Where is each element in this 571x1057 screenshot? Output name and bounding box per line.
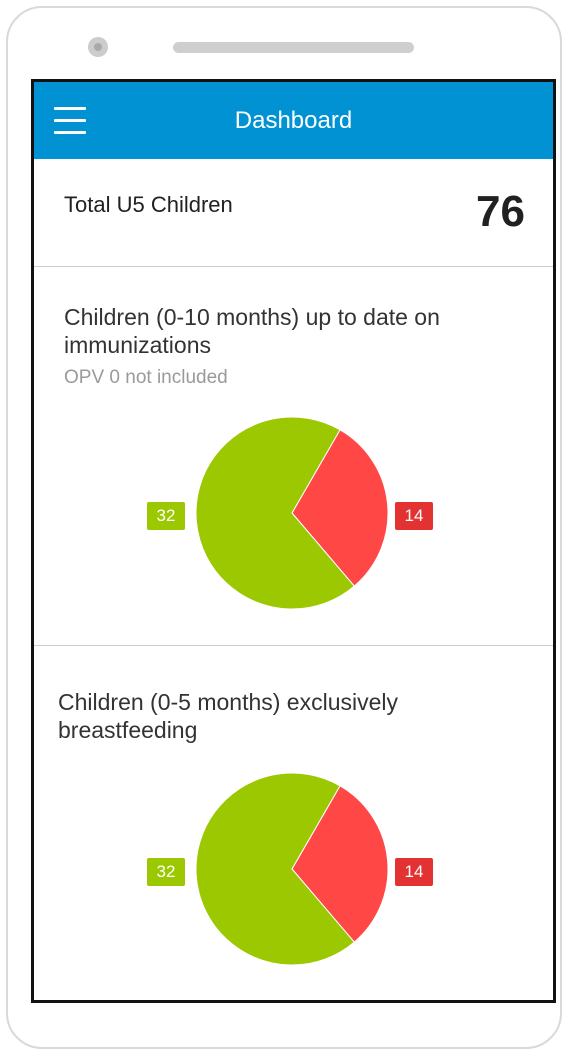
- speaker-grille: [173, 42, 414, 53]
- screen: Dashboard Total U5 Children 76 Children …: [31, 79, 556, 1003]
- phone-frame: Dashboard Total U5 Children 76 Children …: [6, 6, 562, 1049]
- total-children-card[interactable]: Total U5 Children 76: [34, 159, 553, 267]
- app-bar: Dashboard: [34, 82, 553, 159]
- breastfeeding-not-exclusive-count-badge: 14: [395, 858, 433, 886]
- breastfeeding-card[interactable]: Children (0-5 months) exclusively breast…: [34, 646, 553, 1000]
- immunization-up-to-date-count-badge: 32: [147, 502, 185, 530]
- hamburger-menu-icon[interactable]: [54, 107, 86, 135]
- total-children-value: 76: [476, 187, 525, 236]
- page-title: Dashboard: [234, 107, 353, 134]
- breastfeeding-pie-chart: [195, 772, 389, 966]
- pie-slice-negative: [291, 785, 389, 943]
- total-children-label: Total U5 Children: [64, 192, 233, 217]
- immunization-not-up-to-date-count-badge: 14: [395, 502, 433, 530]
- immunization-card-subtitle: OPV 0 not included: [64, 367, 228, 388]
- pie-slice-positive: [195, 416, 355, 610]
- breastfeeding-card-title: Children (0-5 months) exclusively breast…: [58, 689, 399, 743]
- immunization-card[interactable]: Children (0-10 months) up to date on imm…: [34, 267, 553, 646]
- immunization-card-title: Children (0-10 months) up to date on imm…: [64, 304, 440, 358]
- breastfeeding-exclusive-count-badge: 32: [147, 858, 185, 886]
- pie-slice-positive: [195, 772, 355, 966]
- immunization-pie-chart: [195, 416, 389, 610]
- pie-slice-negative: [291, 429, 389, 587]
- camera-icon: [88, 37, 108, 57]
